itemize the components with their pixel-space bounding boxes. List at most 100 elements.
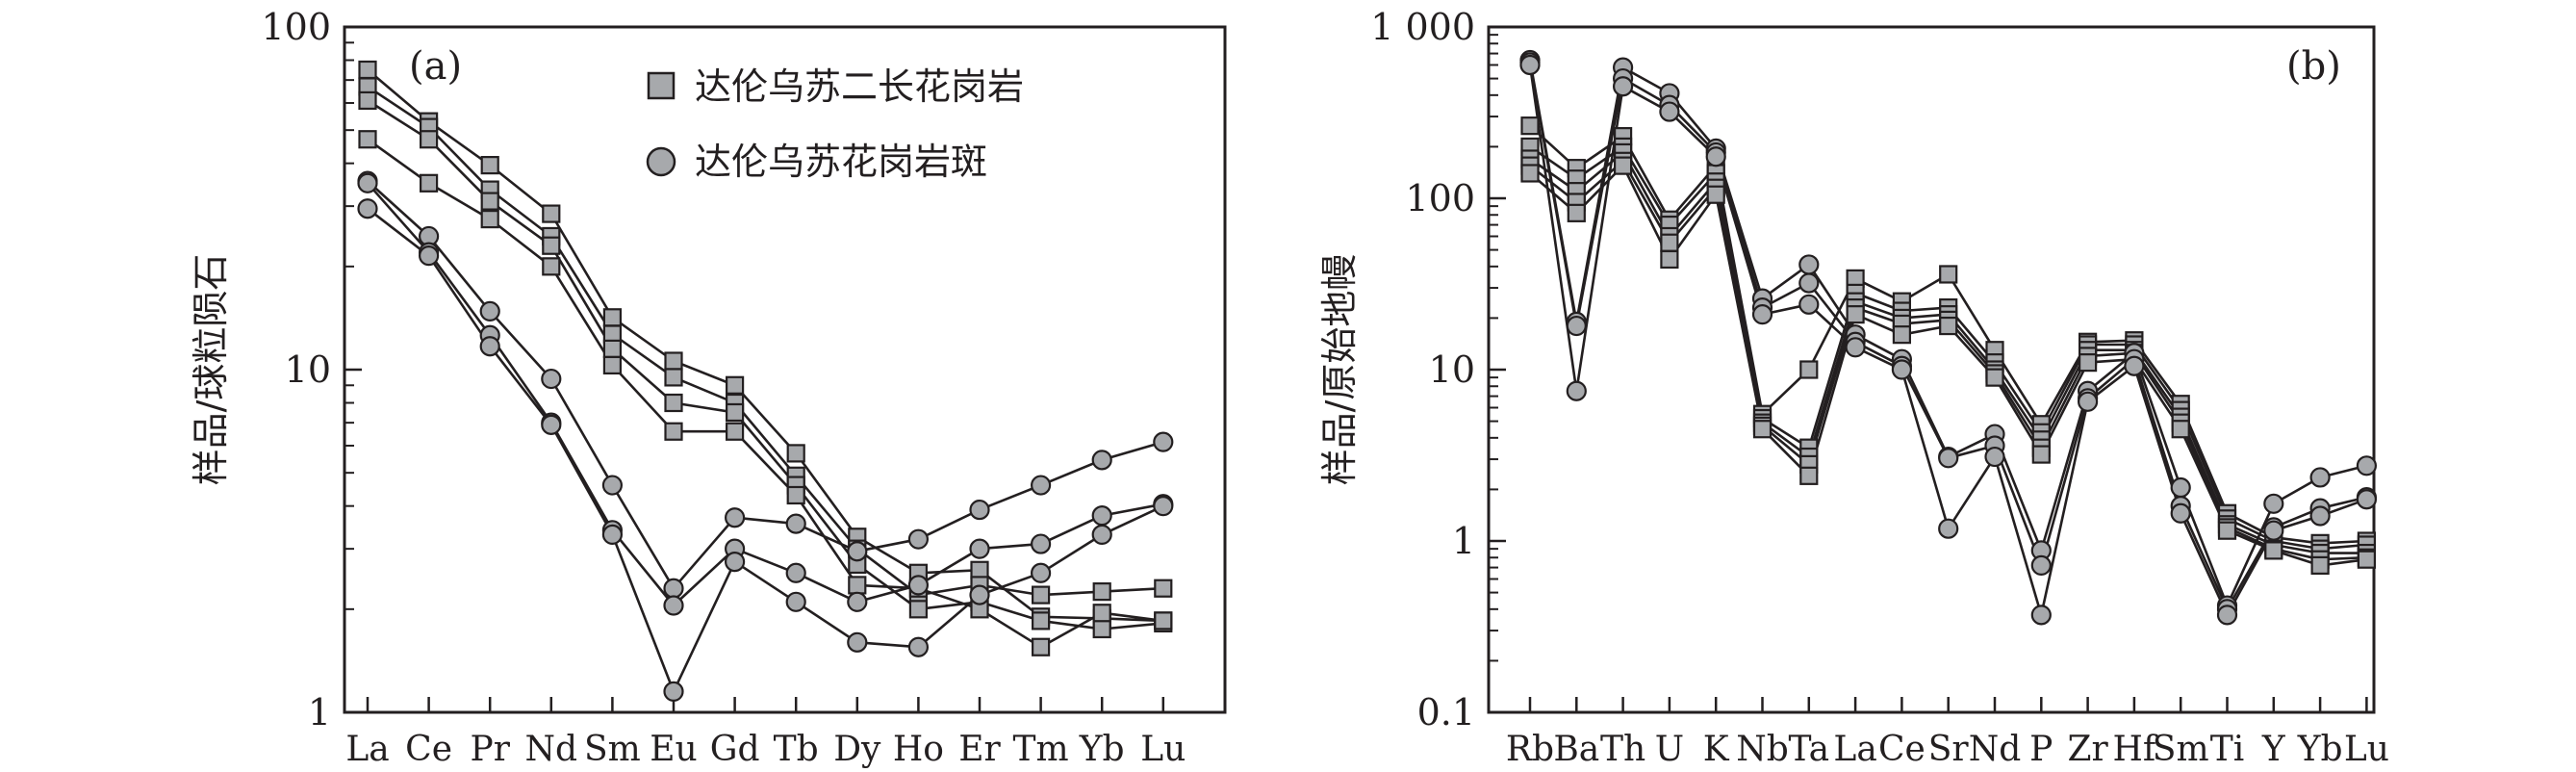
- data-point-square: [2079, 353, 2098, 373]
- data-point-circle: [1091, 450, 1112, 471]
- panel-a-y-axis-label: 样品/球粒陨石: [190, 254, 232, 486]
- data-point-circle: [1938, 518, 1959, 539]
- data-point-square: [1660, 233, 1679, 252]
- panel-a-label: (a): [409, 44, 462, 89]
- panel-a-series-markers: [357, 60, 1174, 702]
- data-point-circle: [847, 541, 868, 562]
- data-point-square: [2264, 541, 2283, 560]
- data-point-circle: [541, 414, 562, 435]
- data-point-square: [420, 173, 439, 193]
- data-point-square: [1031, 611, 1051, 630]
- y-tick-label: 100: [1405, 177, 1475, 219]
- x-tick-label: Nd: [525, 730, 578, 769]
- data-point-square: [542, 204, 561, 223]
- data-point-circle: [969, 584, 990, 605]
- data-point-circle: [2170, 502, 2191, 524]
- data-point-square: [664, 351, 683, 371]
- data-point-square: [1154, 611, 1173, 630]
- x-tick-label: Tb: [774, 730, 819, 769]
- data-point-circle: [2309, 505, 2331, 527]
- data-point-circle: [2030, 605, 2052, 626]
- data-point-circle: [1845, 337, 1866, 358]
- x-tick-label: Zr: [2067, 730, 2108, 769]
- panel-b-y-axis-label: 样品/原始地幔: [1318, 254, 1361, 486]
- x-tick-label: La: [345, 730, 389, 769]
- data-point-square: [480, 209, 499, 229]
- x-tick-label: Th: [1600, 730, 1645, 769]
- data-point-square: [1567, 203, 1586, 222]
- data-point-circle: [2356, 455, 2377, 476]
- data-point-square: [1092, 604, 1111, 623]
- data-point-circle: [541, 368, 562, 390]
- data-point-circle: [1030, 562, 1052, 583]
- y-tick-label: 0.1: [1417, 691, 1475, 733]
- data-point-circle: [479, 300, 500, 322]
- series-line-square-4: [367, 138, 1163, 649]
- data-point-square: [1799, 360, 1819, 379]
- series-line-square-5: [1529, 164, 2367, 567]
- data-point-square: [2310, 555, 2330, 575]
- x-tick-label: Ti: [2210, 730, 2245, 769]
- data-point-circle: [2078, 391, 2099, 412]
- x-tick-label: Nd: [1969, 730, 2022, 769]
- data-point-circle: [907, 575, 930, 596]
- x-tick-label: Ba: [1553, 730, 1599, 769]
- y-tick-label: 100: [261, 6, 331, 48]
- x-tick-label: U: [1655, 730, 1684, 769]
- x-tick-label: Dy: [833, 730, 881, 769]
- series-line-circle-7: [367, 207, 1164, 693]
- y-tick-label: 10: [1429, 348, 1475, 391]
- x-tick-label: Ce: [1878, 730, 1926, 769]
- data-point-square: [420, 130, 439, 149]
- data-point-square: [358, 90, 377, 111]
- data-point-circle: [1751, 304, 1773, 325]
- data-point-circle: [357, 198, 378, 219]
- data-point-circle: [1612, 76, 1634, 97]
- legend-label-square: 达伦乌苏二长花岗岩: [695, 65, 1024, 108]
- data-point-circle: [2170, 476, 2191, 499]
- data-point-square: [848, 576, 867, 595]
- data-point-circle: [2356, 489, 2377, 510]
- x-tick-label: La: [1833, 730, 1876, 769]
- x-tick-label: Ta: [1788, 730, 1829, 769]
- data-point-square: [1752, 420, 1773, 439]
- x-tick-label: Sm: [584, 730, 641, 769]
- data-point-square: [1031, 585, 1051, 605]
- data-point-circle: [1153, 431, 1174, 452]
- data-point-circle: [601, 524, 624, 546]
- data-point-square: [970, 560, 989, 579]
- series-line-square-2: [367, 85, 1163, 597]
- data-point-circle: [1030, 533, 1052, 554]
- data-point-square: [358, 60, 377, 80]
- panel-b-series-markers: [1519, 49, 2377, 626]
- data-point-circle: [785, 562, 806, 583]
- data-point-square: [1706, 185, 1725, 204]
- x-tick-label: Rb: [1506, 730, 1554, 769]
- x-tick-label: Nb: [1736, 730, 1789, 769]
- data-point-circle: [1891, 359, 1913, 380]
- data-point-circle: [1091, 505, 1112, 527]
- y-tick-label: 10: [285, 348, 331, 391]
- series-line-square-3: [1529, 151, 2367, 554]
- data-point-square: [1092, 619, 1111, 639]
- x-tick-label: Eu: [650, 730, 697, 769]
- data-point-circle: [2030, 554, 2052, 576]
- x-tick-label: Sm: [2153, 730, 2209, 769]
- x-tick-label: Lu: [2344, 730, 2389, 769]
- x-tick-label: Yb: [2297, 730, 2343, 769]
- x-tick-label: Lu: [1140, 730, 1186, 769]
- data-point-circle: [663, 681, 684, 702]
- data-point-circle: [907, 636, 930, 657]
- data-point-circle: [969, 538, 990, 559]
- data-point-circle: [2263, 520, 2284, 541]
- series-line-square-3: [367, 99, 1163, 630]
- x-tick-label: Gd: [710, 730, 760, 769]
- data-point-square: [1799, 466, 1819, 485]
- data-point-circle: [1938, 448, 1959, 469]
- data-point-square: [1613, 156, 1633, 175]
- data-point-square: [542, 236, 561, 255]
- data-point-square: [1939, 265, 1958, 284]
- legend-square-marker: [647, 71, 676, 100]
- x-tick-label: Pr: [470, 730, 510, 769]
